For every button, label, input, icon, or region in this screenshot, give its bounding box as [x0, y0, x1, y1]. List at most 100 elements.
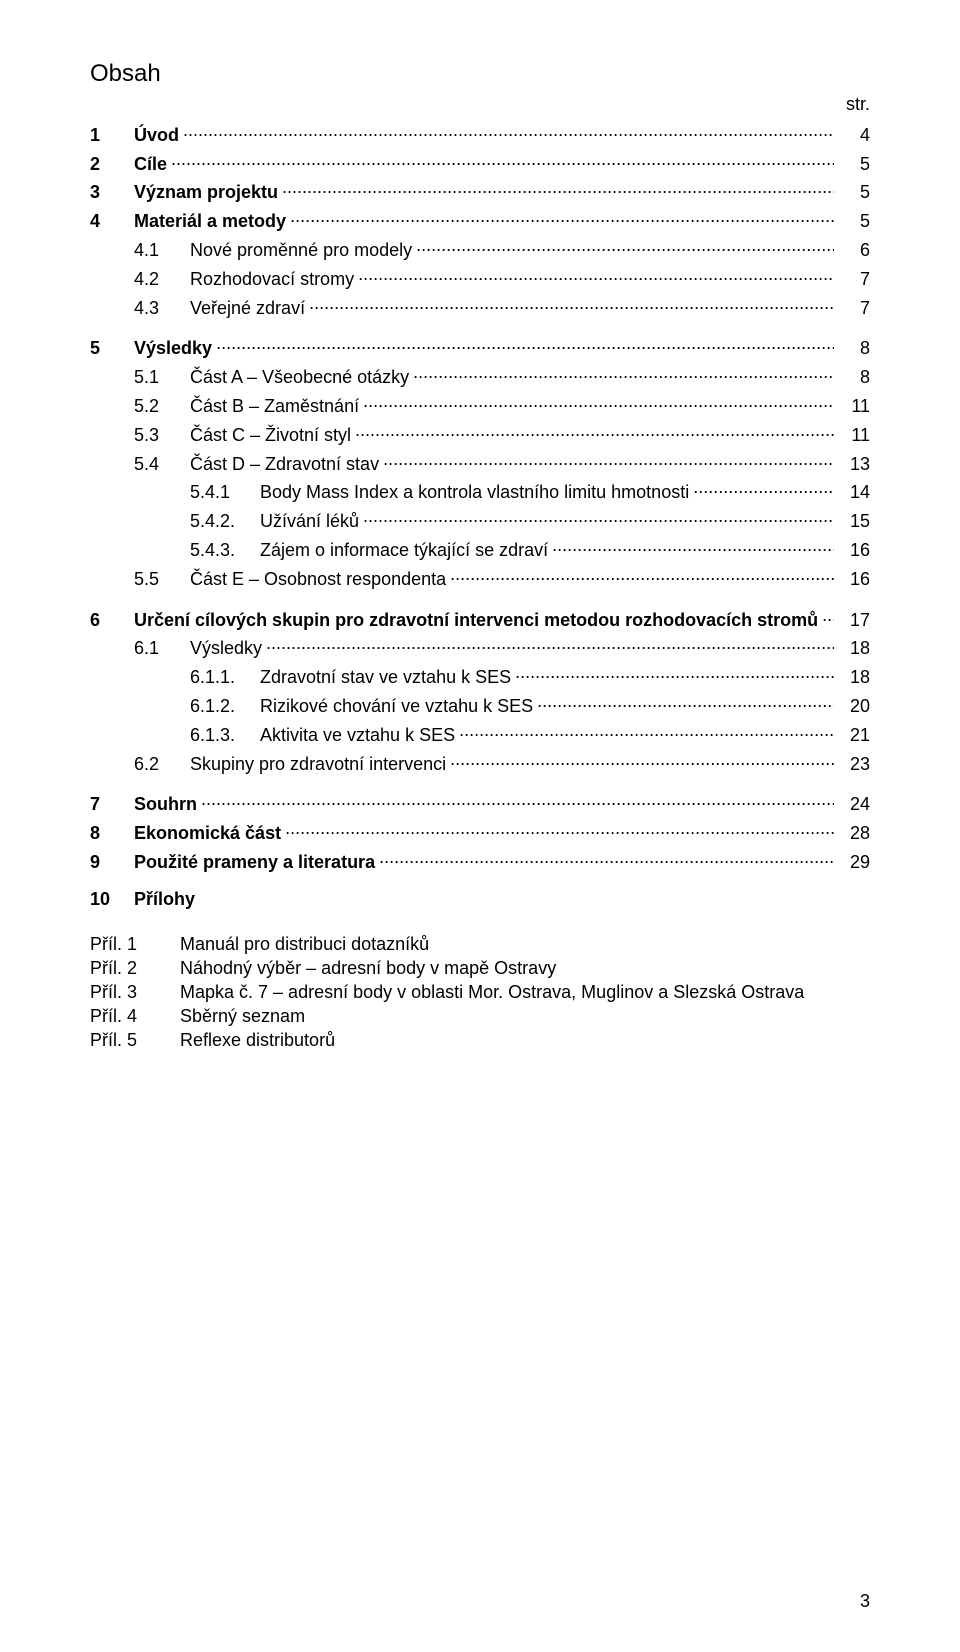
attachment-entry: Příl. 2Náhodný výběr – adresní body v ma… — [90, 958, 870, 979]
toc-leader-dots — [413, 363, 834, 383]
attachment-value: Náhodný výběr – adresní body v mapě Ostr… — [180, 958, 870, 979]
toc-entry-number: 4.1 — [90, 240, 190, 261]
toc-entry-label: Souhrn — [134, 794, 197, 815]
toc-entry-label: Přílohy — [134, 889, 195, 910]
toc-entry-label: Část A – Všeobecné otázky — [190, 367, 409, 388]
toc-leader-dots — [358, 265, 834, 285]
attachment-entry: Příl. 4Sběrný seznam — [90, 1006, 870, 1027]
toc-leader-dots — [450, 565, 834, 585]
toc-entry-page: 18 — [838, 638, 870, 659]
toc-entry: 6.1Výsledky18 — [90, 635, 870, 660]
toc-entry: 4.1Nové proměnné pro modely 6 — [90, 236, 870, 261]
toc-leader-dots — [459, 721, 834, 741]
toc-entry-number: 5.4 — [90, 454, 190, 475]
attachment-entry: Příl. 5Reflexe distributorů — [90, 1030, 870, 1051]
table-of-contents: 1Úvod42Cíle53Význam projektu54Materiál a… — [90, 121, 870, 910]
toc-entry-label: Veřejné zdraví — [190, 298, 305, 319]
toc-leader-dots — [355, 421, 834, 441]
toc-entry-number: 3 — [90, 182, 134, 203]
toc-entry-number: 10 — [90, 889, 134, 910]
toc-entry-number: 5.3 — [90, 425, 190, 446]
toc-entry: 6.1.1.Zdravotní stav ve vztahu k SES18 — [90, 663, 870, 688]
toc-entry-label: Výsledky — [190, 638, 262, 659]
toc-entry-number: 4 — [90, 211, 134, 232]
toc-entry-page: 15 — [838, 511, 870, 532]
toc-entry-page: 28 — [838, 823, 870, 844]
toc-entry: 6.1.2.Rizikové chování ve vztahu k SES20 — [90, 692, 870, 717]
toc-entry-label: Výsledky — [134, 338, 212, 359]
toc-entry: 1Úvod 4 — [90, 121, 870, 146]
toc-entry-label: Rozhodovací stromy — [190, 269, 354, 290]
toc-entry-label: Určení cílových skupin pro zdravotní int… — [134, 610, 818, 631]
toc-entry-number: 6 — [90, 610, 134, 631]
toc-entry-label: Část B – Zaměstnání — [190, 396, 359, 417]
toc-entry-label: Část C – Životní styl — [190, 425, 351, 446]
toc-entry-page: 11 — [838, 396, 870, 417]
toc-leader-dots — [450, 750, 834, 770]
toc-entry: 9Použité prameny a literatura29 — [90, 848, 870, 873]
toc-entry-page: 8 — [838, 338, 870, 359]
toc-entry-number: 6.2 — [90, 754, 190, 775]
toc-entry-page: 11 — [838, 425, 870, 446]
toc-entry: 5.4.2.Užívání léků15 — [90, 507, 870, 532]
toc-entry-page: 20 — [838, 696, 870, 717]
attachment-key: Příl. 3 — [90, 982, 180, 1003]
toc-leader-dots — [285, 819, 834, 839]
toc-entry-number: 6.1.2. — [90, 696, 260, 717]
page-str-header: str. — [90, 94, 870, 115]
toc-entry-label: Cíle — [134, 154, 167, 175]
toc-entry-page: 24 — [838, 794, 870, 815]
toc-entry-number: 7 — [90, 794, 134, 815]
toc-entry-page: 17 — [838, 610, 870, 631]
toc-leader-dots — [363, 507, 834, 527]
toc-entry: 5.2Část B – Zaměstnání 11 — [90, 392, 870, 417]
toc-entry: 8Ekonomická část28 — [90, 819, 870, 844]
attachment-key: Příl. 5 — [90, 1030, 180, 1051]
toc-entry-page: 5 — [838, 182, 870, 203]
attachment-entry: Příl. 3Mapka č. 7 – adresní body v oblas… — [90, 982, 870, 1003]
toc-leader-dots — [552, 536, 834, 556]
toc-leader-dots — [266, 635, 834, 655]
attachment-value: Manuál pro distribuci dotazníků — [180, 934, 870, 955]
toc-leader-dots — [822, 606, 834, 626]
toc-entry-number: 1 — [90, 125, 134, 146]
toc-entry-page: 6 — [838, 240, 870, 261]
toc-entry-number: 5.4.3. — [90, 540, 260, 561]
toc-entry: 4Materiál a metody5 — [90, 207, 870, 232]
toc-entry-page: 18 — [838, 667, 870, 688]
toc-entry-number: 6.1.1. — [90, 667, 260, 688]
toc-entry: 6Určení cílových skupin pro zdravotní in… — [90, 606, 870, 631]
page-title: Obsah — [90, 60, 870, 88]
toc-leader-dots — [216, 335, 834, 355]
toc-entry-number: 5 — [90, 338, 134, 359]
toc-entry-number: 5.1 — [90, 367, 190, 388]
toc-entry-page: 23 — [838, 754, 870, 775]
toc-entry-page: 4 — [838, 125, 870, 146]
toc-entry-label: Úvod — [134, 125, 179, 146]
toc-leader-dots — [171, 150, 834, 170]
toc-leader-dots — [363, 392, 834, 412]
toc-entry-number: 5.2 — [90, 396, 190, 417]
toc-entry-label: Aktivita ve vztahu k SES — [260, 725, 455, 746]
toc-leader-dots — [201, 791, 834, 811]
toc-entry-number: 5.4.1 — [90, 482, 260, 503]
toc-entry-label: Nové proměnné pro modely — [190, 240, 412, 261]
toc-leader-dots — [537, 692, 834, 712]
toc-entry-page: 16 — [838, 540, 870, 561]
toc-leader-dots — [290, 207, 834, 227]
toc-entry: 5.4.3.Zájem o informace týkající se zdra… — [90, 536, 870, 561]
toc-entry-label: Část D – Zdravotní stav — [190, 454, 379, 475]
toc-leader-dots — [379, 848, 834, 868]
toc-entry-page: 13 — [838, 454, 870, 475]
attachment-value: Mapka č. 7 – adresní body v oblasti Mor.… — [180, 982, 870, 1003]
toc-entry: 4.2Rozhodovací stromy7 — [90, 265, 870, 290]
attachment-value: Sběrný seznam — [180, 1006, 870, 1027]
toc-entry-page: 16 — [838, 569, 870, 590]
toc-entry: 5.3Část C – Životní styl 11 — [90, 421, 870, 446]
attachment-key: Příl. 2 — [90, 958, 180, 979]
toc-entry: 7Souhrn 24 — [90, 791, 870, 816]
toc-entry-number: 4.2 — [90, 269, 190, 290]
toc-entry: 5.5Část E – Osobnost respondenta16 — [90, 565, 870, 590]
toc-entry: 6.2Skupiny pro zdravotní intervenci23 — [90, 750, 870, 775]
toc-leader-dots — [383, 450, 834, 470]
